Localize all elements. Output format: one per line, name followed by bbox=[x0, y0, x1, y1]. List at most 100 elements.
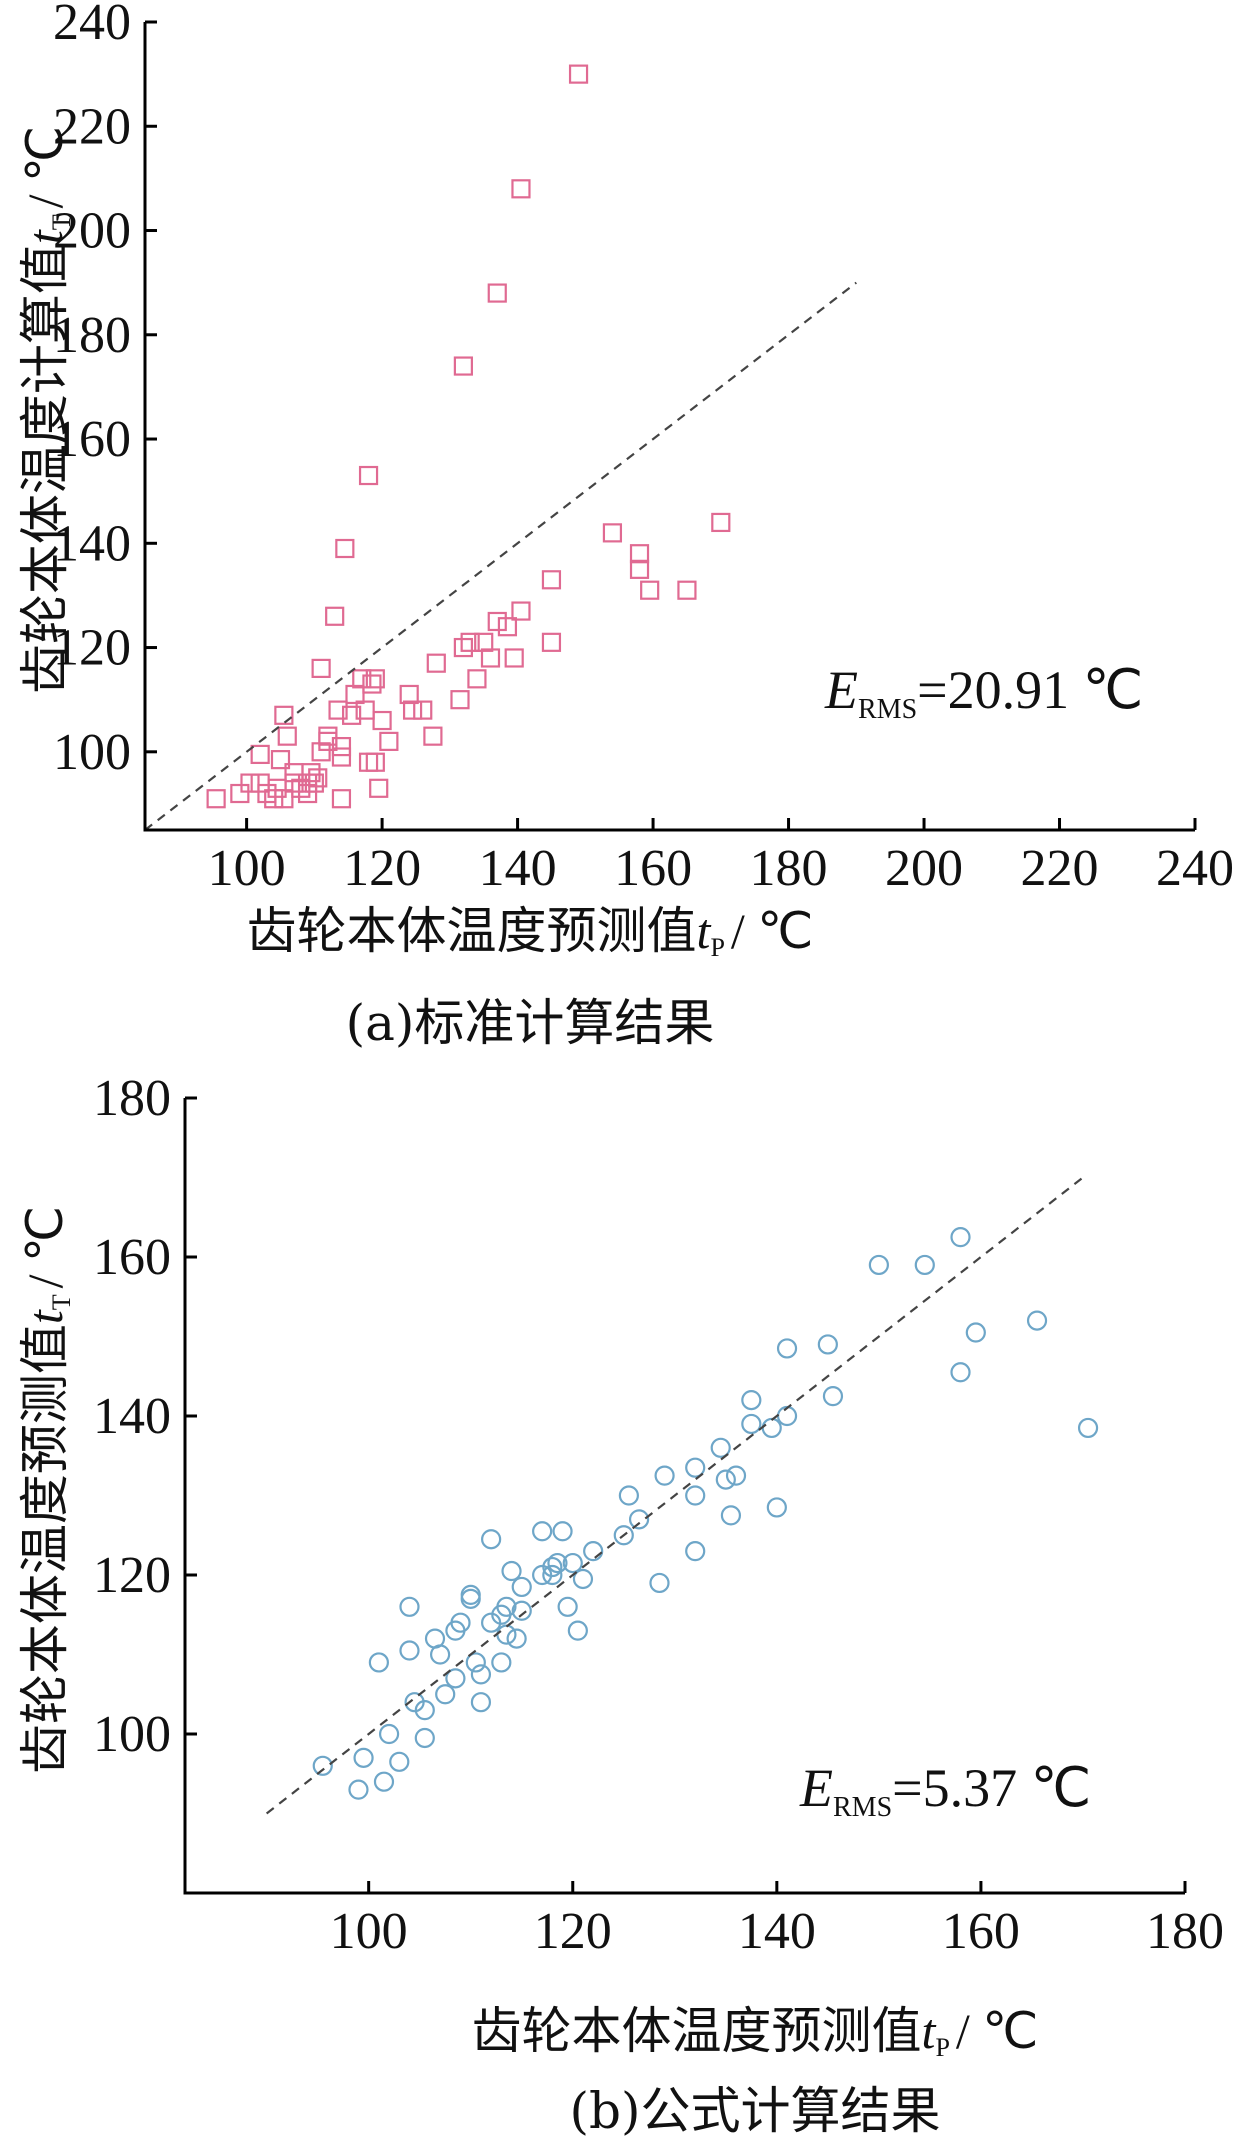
x-tick-label: 120 bbox=[534, 1903, 612, 1960]
data-point bbox=[1077, 1417, 1099, 1439]
data-point bbox=[567, 1620, 588, 1641]
data-point bbox=[331, 736, 352, 757]
data-point bbox=[965, 1322, 986, 1343]
data-point bbox=[435, 1684, 456, 1705]
data-point bbox=[284, 773, 304, 793]
data-point bbox=[572, 1568, 594, 1590]
data-point bbox=[399, 1596, 420, 1617]
data-point bbox=[822, 1386, 844, 1407]
panel-a-points bbox=[206, 64, 731, 809]
data-point bbox=[450, 690, 470, 710]
data-point bbox=[297, 783, 318, 804]
data-point bbox=[474, 632, 494, 652]
data-point bbox=[467, 669, 487, 689]
data-point bbox=[426, 653, 446, 673]
data-point bbox=[868, 1254, 889, 1276]
data-point bbox=[487, 611, 507, 632]
data-point bbox=[685, 1541, 706, 1562]
data-point bbox=[618, 1485, 639, 1506]
data-point bbox=[365, 669, 385, 689]
data-point bbox=[230, 783, 250, 804]
data-point bbox=[776, 1405, 798, 1427]
x-tick-label: 180 bbox=[1146, 1903, 1224, 1960]
data-point bbox=[677, 580, 697, 600]
x-tick-label: 140 bbox=[738, 1903, 816, 1960]
data-point bbox=[629, 544, 650, 564]
data-point bbox=[766, 1497, 787, 1518]
data-point bbox=[725, 1465, 747, 1486]
data-point bbox=[311, 742, 331, 762]
data-point bbox=[372, 710, 392, 731]
panel-a-y-axis-title: 齿轮本体温度计算值tT/ ℃ bbox=[16, 126, 76, 694]
panel-b-y-ticks: 100 120 140 160 180 bbox=[93, 1070, 197, 1763]
data-point bbox=[353, 1747, 374, 1768]
data-point bbox=[345, 684, 365, 705]
data-point bbox=[460, 1584, 481, 1605]
data-point bbox=[496, 1596, 517, 1617]
data-point bbox=[379, 731, 399, 751]
data-point bbox=[685, 1485, 706, 1506]
data-point bbox=[369, 778, 389, 798]
data-point bbox=[497, 617, 518, 637]
data-point bbox=[511, 601, 531, 621]
data-point bbox=[308, 768, 328, 788]
data-point bbox=[206, 789, 226, 809]
data-point bbox=[311, 658, 331, 679]
data-point bbox=[541, 632, 562, 652]
data-point bbox=[430, 1644, 451, 1665]
y-tick-label: 200 bbox=[53, 203, 131, 260]
x-tick-label: 200 bbox=[885, 840, 963, 897]
data-point bbox=[465, 1652, 486, 1673]
y-tick-label: 240 bbox=[53, 0, 131, 51]
x-tick-label: 140 bbox=[479, 840, 557, 897]
data-point bbox=[470, 1692, 492, 1713]
data-point bbox=[331, 747, 352, 767]
data-point bbox=[817, 1334, 838, 1355]
data-point bbox=[325, 606, 345, 626]
data-point bbox=[453, 356, 473, 376]
data-point bbox=[496, 1624, 517, 1645]
y-tick-label: 100 bbox=[93, 1706, 171, 1763]
x-tick-label: 240 bbox=[1156, 840, 1234, 897]
data-point bbox=[423, 726, 443, 746]
data-point bbox=[402, 700, 423, 720]
panel-a-y-ticks: 100 120 140 160 180 200 220 240 bbox=[53, 0, 157, 781]
data-point bbox=[413, 700, 433, 720]
y-tick-label: 160 bbox=[53, 411, 131, 468]
data-point bbox=[460, 1588, 481, 1609]
x-tick-label: 120 bbox=[343, 840, 421, 897]
data-point bbox=[552, 1521, 573, 1542]
y-tick-label: 180 bbox=[53, 307, 131, 364]
data-point bbox=[602, 523, 623, 543]
data-point bbox=[450, 1612, 471, 1633]
data-point bbox=[649, 1572, 670, 1594]
panel-b-x-axis-title: 齿轮本体温度预测值tP / ℃ bbox=[472, 2002, 1039, 2062]
y-tick-label: 120 bbox=[93, 1547, 171, 1604]
data-point bbox=[511, 1576, 532, 1598]
x-tick-label: 180 bbox=[750, 840, 828, 897]
data-point bbox=[445, 1668, 466, 1689]
x-tick-label: 100 bbox=[208, 840, 286, 897]
data-point bbox=[331, 789, 352, 809]
data-point bbox=[399, 684, 419, 705]
data-point bbox=[542, 1556, 563, 1578]
data-point bbox=[291, 778, 311, 798]
y-tick-label: 140 bbox=[53, 515, 131, 572]
data-point bbox=[250, 744, 270, 765]
x-tick-label: 160 bbox=[614, 840, 692, 897]
panel-b-erms-annotation: ERMS=5.37 ℃ bbox=[799, 1758, 1091, 1823]
data-point bbox=[547, 1552, 568, 1574]
data-point bbox=[240, 773, 260, 793]
data-point bbox=[277, 726, 297, 746]
data-point bbox=[506, 1628, 527, 1649]
data-point bbox=[274, 705, 294, 725]
data-point bbox=[355, 700, 375, 720]
data-point bbox=[583, 1541, 604, 1562]
panel-a-axes bbox=[143, 22, 1195, 832]
x-tick-label: 220 bbox=[1021, 840, 1099, 897]
data-point bbox=[950, 1362, 971, 1383]
data-point bbox=[557, 1596, 578, 1617]
data-point bbox=[628, 1509, 650, 1530]
data-point bbox=[710, 1437, 731, 1458]
x-tick-label: 100 bbox=[330, 1903, 408, 1960]
